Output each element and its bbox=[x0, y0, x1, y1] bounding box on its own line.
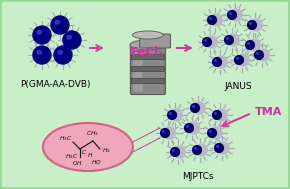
Ellipse shape bbox=[195, 148, 197, 149]
Circle shape bbox=[257, 49, 269, 61]
Ellipse shape bbox=[58, 50, 63, 54]
Ellipse shape bbox=[198, 147, 201, 149]
Ellipse shape bbox=[240, 57, 243, 59]
Text: $OH$: $OH$ bbox=[72, 159, 84, 167]
Circle shape bbox=[208, 129, 216, 137]
Ellipse shape bbox=[215, 60, 216, 61]
Circle shape bbox=[187, 122, 199, 134]
Ellipse shape bbox=[229, 13, 231, 14]
Ellipse shape bbox=[220, 145, 223, 147]
Text: TMA: TMA bbox=[255, 107, 282, 117]
Ellipse shape bbox=[233, 12, 236, 14]
Ellipse shape bbox=[249, 22, 251, 24]
Ellipse shape bbox=[67, 36, 72, 39]
Text: JANUS: JANUS bbox=[224, 82, 252, 91]
Text: $H_3$: $H_3$ bbox=[102, 146, 110, 155]
Circle shape bbox=[195, 144, 207, 156]
Circle shape bbox=[215, 144, 223, 152]
Circle shape bbox=[225, 36, 233, 44]
Circle shape bbox=[210, 127, 222, 139]
Ellipse shape bbox=[37, 30, 41, 34]
Ellipse shape bbox=[55, 20, 59, 24]
Circle shape bbox=[161, 129, 169, 137]
Ellipse shape bbox=[166, 130, 169, 132]
Ellipse shape bbox=[190, 125, 193, 127]
Circle shape bbox=[208, 16, 216, 24]
FancyBboxPatch shape bbox=[140, 34, 171, 48]
Ellipse shape bbox=[37, 50, 41, 54]
Ellipse shape bbox=[216, 146, 218, 147]
Circle shape bbox=[191, 104, 200, 112]
Ellipse shape bbox=[196, 105, 199, 107]
Ellipse shape bbox=[260, 52, 263, 54]
Circle shape bbox=[215, 56, 227, 68]
Circle shape bbox=[163, 127, 175, 139]
Ellipse shape bbox=[173, 112, 176, 114]
Ellipse shape bbox=[209, 131, 211, 132]
Circle shape bbox=[54, 46, 72, 64]
Text: $CH_3$: $CH_3$ bbox=[86, 129, 98, 139]
Circle shape bbox=[203, 38, 211, 46]
Ellipse shape bbox=[218, 112, 221, 114]
Circle shape bbox=[205, 36, 217, 48]
FancyBboxPatch shape bbox=[131, 67, 164, 71]
Text: $H_3C$: $H_3C$ bbox=[59, 135, 72, 143]
Ellipse shape bbox=[213, 130, 216, 132]
Circle shape bbox=[193, 102, 205, 114]
Ellipse shape bbox=[215, 113, 216, 114]
Circle shape bbox=[63, 31, 81, 49]
Ellipse shape bbox=[226, 38, 229, 39]
Ellipse shape bbox=[173, 149, 175, 151]
Text: $H_3C$: $H_3C$ bbox=[65, 153, 79, 161]
Circle shape bbox=[246, 41, 254, 49]
Text: FeCl₃: FeCl₃ bbox=[131, 46, 164, 59]
Ellipse shape bbox=[133, 31, 163, 39]
Circle shape bbox=[228, 11, 236, 19]
Ellipse shape bbox=[256, 53, 258, 54]
Circle shape bbox=[33, 46, 51, 64]
Circle shape bbox=[230, 9, 242, 21]
Ellipse shape bbox=[162, 131, 164, 132]
Ellipse shape bbox=[208, 39, 211, 41]
Ellipse shape bbox=[218, 59, 221, 61]
Text: $C$: $C$ bbox=[81, 148, 87, 156]
Ellipse shape bbox=[213, 17, 216, 19]
Circle shape bbox=[213, 111, 221, 119]
FancyBboxPatch shape bbox=[133, 46, 142, 91]
Ellipse shape bbox=[204, 40, 206, 41]
Circle shape bbox=[248, 39, 260, 51]
Circle shape bbox=[185, 124, 193, 132]
Ellipse shape bbox=[236, 58, 238, 59]
Ellipse shape bbox=[230, 37, 233, 39]
Circle shape bbox=[193, 146, 202, 154]
FancyBboxPatch shape bbox=[131, 78, 164, 84]
Circle shape bbox=[217, 142, 229, 154]
Ellipse shape bbox=[209, 18, 211, 19]
FancyBboxPatch shape bbox=[131, 54, 164, 60]
Circle shape bbox=[171, 148, 180, 156]
Circle shape bbox=[33, 26, 51, 44]
Ellipse shape bbox=[176, 149, 179, 151]
Text: $H$: $H$ bbox=[87, 151, 93, 159]
Circle shape bbox=[235, 56, 243, 64]
Circle shape bbox=[170, 109, 182, 121]
Circle shape bbox=[255, 51, 263, 59]
Circle shape bbox=[237, 54, 249, 66]
Circle shape bbox=[51, 16, 69, 34]
Circle shape bbox=[215, 109, 227, 121]
FancyBboxPatch shape bbox=[130, 43, 165, 94]
Circle shape bbox=[213, 58, 221, 66]
Circle shape bbox=[227, 34, 239, 46]
Text: MJPTCs: MJPTCs bbox=[182, 172, 213, 181]
Ellipse shape bbox=[253, 22, 256, 24]
Circle shape bbox=[168, 111, 176, 119]
Circle shape bbox=[250, 19, 262, 31]
Ellipse shape bbox=[130, 40, 166, 50]
Circle shape bbox=[173, 146, 185, 158]
Circle shape bbox=[248, 21, 256, 29]
Ellipse shape bbox=[170, 113, 171, 114]
Ellipse shape bbox=[193, 106, 195, 107]
Circle shape bbox=[210, 14, 222, 26]
Ellipse shape bbox=[251, 42, 254, 44]
